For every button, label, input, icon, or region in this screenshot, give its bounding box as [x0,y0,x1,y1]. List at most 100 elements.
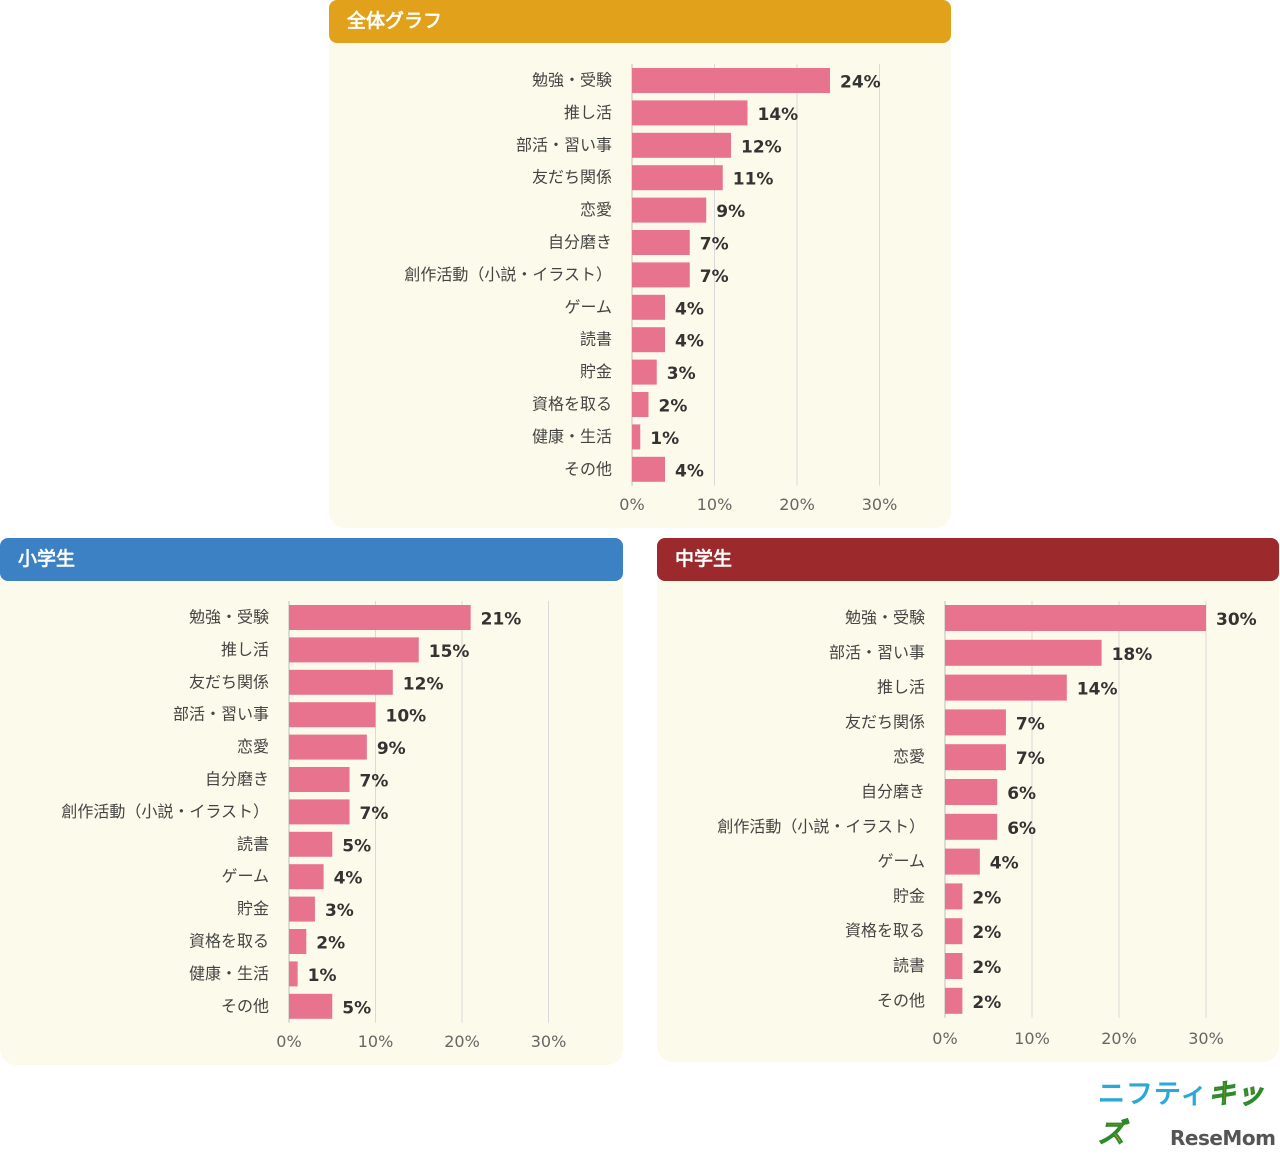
category-label: 部活・習い事 [516,135,612,154]
value-label: 2% [972,923,1001,943]
junior-high-panel-title: 中学生 [657,538,1279,581]
bar [945,674,1067,701]
bar [945,779,998,805]
elementary-panel: 小学生 0% 10% 20% 30% 勉強・受験 21% 推し活 15% 友だち関係 12% 部活・… [0,538,623,1065]
category-label: 恋愛 [893,747,925,766]
bar [945,709,1006,736]
bar [289,637,419,663]
bar [289,669,393,695]
value-label: 6% [1007,819,1036,839]
bar [945,883,963,910]
bar [632,197,707,223]
bar [632,68,830,93]
value-label: 21% [481,610,522,630]
value-label: 7% [700,267,729,287]
junior-high-panel: 中学生 0% 10% 20% 30% 勉強・受験 30% 部活・習い事 18% 推し活 14% 友だ… [657,538,1279,1062]
value-label: 14% [758,105,799,125]
value-label: 2% [316,934,345,954]
tick-label: 20% [444,1032,480,1051]
category-label: その他 [877,991,925,1010]
value-label: 2% [972,993,1001,1013]
bar [289,831,333,857]
nifty-kids-logo: ニフティキッズ [1097,1072,1280,1150]
value-label: 11% [733,170,774,190]
bar [289,961,298,987]
value-label: 18% [1112,645,1153,665]
category-label: 推し活 [877,678,925,697]
category-label: 読書 [893,956,925,975]
category-label: 健康・生活 [189,964,269,983]
value-label: 3% [325,901,354,921]
bar [632,392,649,417]
elementary-panel-title: 小学生 [0,538,623,581]
bar [945,918,963,945]
category-label: 勉強・受験 [845,608,925,627]
value-label: 15% [429,642,470,662]
category-label: 創作活動（小説・イラスト） [404,265,612,284]
category-label: 資格を取る [189,932,269,951]
bar [289,767,350,792]
category-label: 資格を取る [845,921,925,940]
value-label: 2% [659,397,688,417]
bar [289,929,307,954]
value-label: 1% [308,966,337,986]
bar [945,987,963,1014]
category-label: 恋愛 [580,200,612,219]
overall-chart: 0% 10% 20% 30% 勉強・受験 24% 推し活 14% 部活・習い事 12% 友だち関係 1… [404,64,898,514]
value-label: 7% [1016,749,1045,769]
category-label: 推し活 [564,103,612,122]
value-label: 9% [377,739,406,759]
category-label: 健康・生活 [532,427,612,446]
bar [289,605,471,630]
bar [289,993,333,1019]
category-label: 友だち関係 [532,168,612,187]
category-label: 創作活動（小説・イラスト） [717,817,925,836]
value-label: 9% [716,202,745,222]
value-label: 5% [342,836,371,856]
category-label: 貯金 [893,886,925,905]
bar [289,864,324,890]
value-label: 12% [741,137,782,157]
value-label: 14% [1077,680,1118,700]
bar [945,953,963,979]
category-label: 読書 [580,330,612,349]
value-label: 7% [360,804,389,824]
tick-label: 20% [779,495,815,514]
category-label: 部活・習い事 [829,643,925,662]
category-label: 自分磨き [205,770,269,789]
bar [945,744,1006,771]
elementary-chart: 0% 10% 20% 30% 勉強・受験 21% 推し活 15% 友だち関係 12% 部活・習い事 1… [61,601,567,1051]
bar [632,424,641,450]
value-label: 24% [840,73,881,93]
bar [632,100,748,126]
category-label: 自分磨き [861,782,925,801]
resemom-logo: ReseMom [1170,1126,1276,1150]
value-label: 2% [972,958,1001,978]
bar [632,327,665,353]
bar [632,262,690,288]
value-label: 4% [990,854,1019,874]
value-label: 4% [675,299,704,319]
category-label: ゲーム [877,852,925,871]
bar [945,813,998,840]
value-label: 4% [675,332,704,352]
bar [632,165,723,191]
category-label: その他 [564,459,612,478]
bar [632,132,731,158]
value-label: 7% [1016,714,1045,734]
bar [289,896,315,922]
category-label: 部活・習い事 [173,705,269,724]
bar [289,799,350,825]
category-label: 友だち関係 [189,672,269,691]
category-label: 貯金 [237,899,269,918]
tick-label: 30% [862,495,898,514]
category-label: 友だち関係 [845,712,925,731]
junior-high-chart: 0% 10% 20% 30% 勉強・受験 30% 部活・習い事 18% 推し活 14% 友だち関係 7… [717,601,1257,1048]
bar [632,294,665,320]
category-label: 勉強・受験 [532,71,612,90]
value-label: 4% [334,869,363,889]
tick-label: 30% [531,1032,567,1051]
category-label: 恋愛 [237,737,269,756]
value-label: 7% [360,772,389,792]
tick-label: 10% [697,495,733,514]
